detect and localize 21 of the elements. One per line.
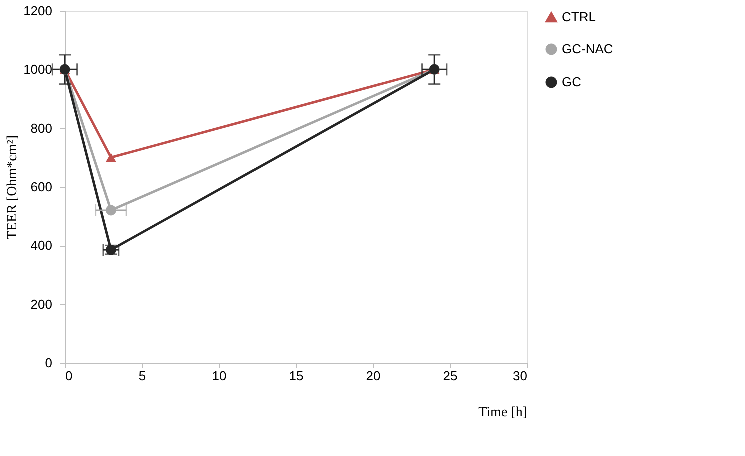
y-tick-label: 600 xyxy=(30,180,52,194)
x-tick-label: 10 xyxy=(212,368,227,384)
y-tick-label: 1200 xyxy=(24,4,52,18)
x-tick-label: 20 xyxy=(366,368,381,384)
point xyxy=(106,205,116,216)
legend-label: CTRL xyxy=(562,10,596,24)
y-tick-label: 1000 xyxy=(24,62,52,78)
x-tick-label: 15 xyxy=(289,368,304,384)
point xyxy=(106,153,116,162)
legend-label: GC-NAC xyxy=(562,42,614,56)
x-tick-label: 5 xyxy=(138,368,146,384)
y-tick-label: 800 xyxy=(30,120,52,136)
y-tick-label: 0 xyxy=(45,356,52,370)
x-tick-label: 25 xyxy=(443,368,458,384)
y-tick-label: 200 xyxy=(30,296,52,312)
x-tick-label: 0 xyxy=(66,368,73,384)
legend-label: GC xyxy=(562,74,582,90)
y-axis-title: TEER [Ohm*cm²] xyxy=(6,135,21,240)
x-tick-label: 30 xyxy=(513,368,528,384)
y-tick-label: 400 xyxy=(30,238,52,254)
x-axis-title: Time [h] xyxy=(478,406,528,420)
